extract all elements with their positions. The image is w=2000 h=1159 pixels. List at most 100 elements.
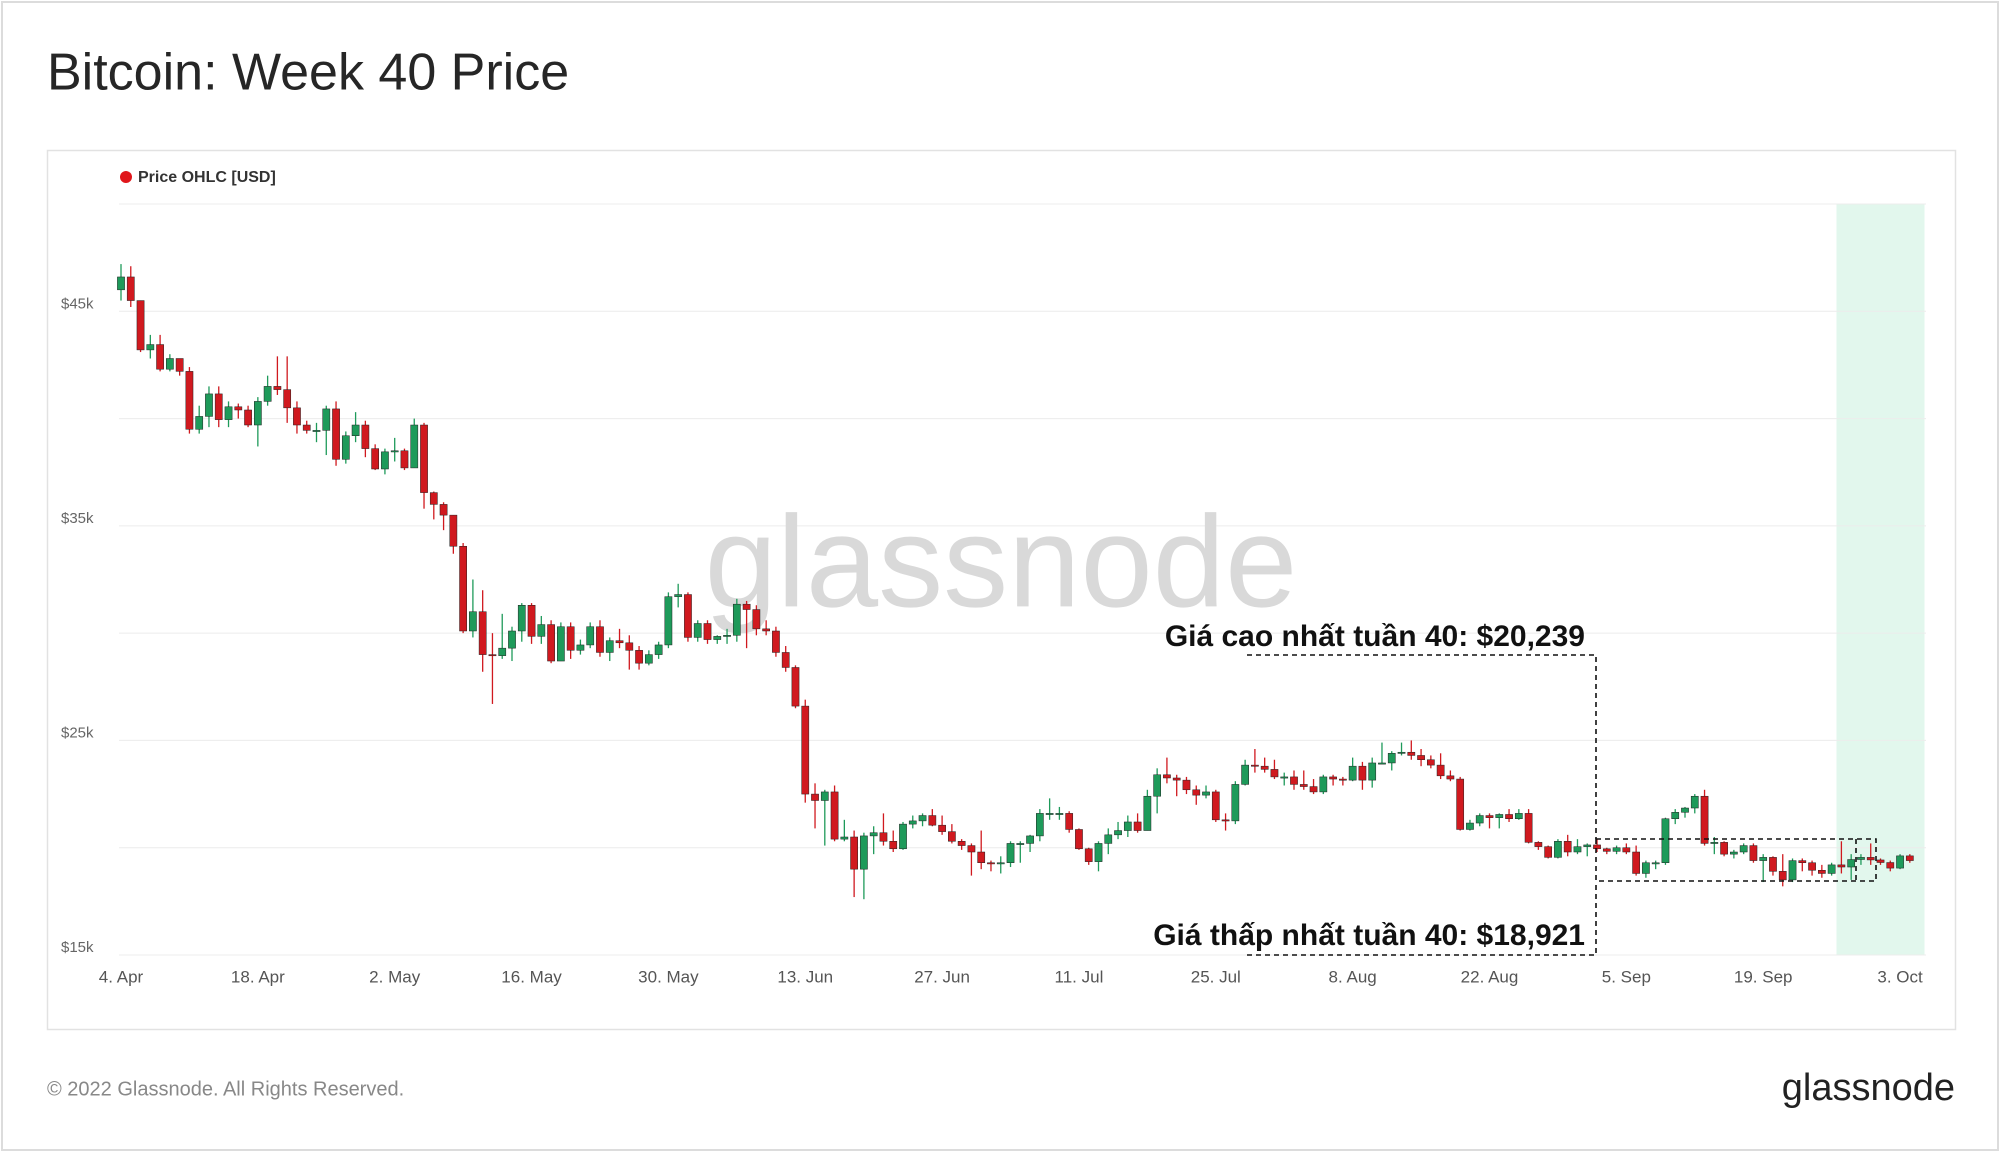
legend-marker: [120, 171, 132, 183]
candle-body: [1143, 795, 1152, 831]
candle-body: [117, 276, 125, 291]
candle-body: [1602, 848, 1611, 852]
x-tick-label: 18. Apr: [231, 967, 285, 986]
x-tick-label: 13. Jun: [777, 967, 833, 986]
candle-body: [1798, 860, 1807, 863]
y-tick-label: $45k: [61, 295, 94, 312]
watermark: glassnode: [705, 488, 1298, 634]
candle-body: [293, 407, 301, 426]
candle-body: [449, 514, 458, 547]
candle-body: [1075, 829, 1083, 850]
candle-body: [1202, 791, 1210, 796]
candle-body: [1446, 775, 1455, 780]
candle-body: [351, 424, 360, 436]
x-tick-label: 4. Apr: [99, 967, 144, 986]
candle-body: [263, 386, 272, 402]
candle-body: [146, 344, 155, 351]
candle-body: [469, 611, 477, 632]
candle-body: [938, 824, 946, 832]
candle-body: [1251, 764, 1259, 767]
candle-body: [732, 603, 741, 636]
high-guide: [1247, 654, 1597, 839]
candle-body: [283, 389, 292, 409]
low-guide: [1247, 881, 1597, 956]
candle-body: [1153, 774, 1162, 797]
candle-body: [1417, 755, 1425, 760]
candle-body: [850, 836, 858, 870]
candle-body: [1299, 784, 1308, 787]
candle-body: [1045, 813, 1054, 815]
candle-body: [527, 604, 536, 637]
candle-body: [1857, 857, 1865, 860]
candle-body: [498, 647, 507, 656]
candle-body: [1808, 862, 1816, 871]
candle-body: [1593, 844, 1601, 850]
y-tick-label: $35k: [61, 510, 94, 527]
candle-body: [625, 642, 634, 651]
candle-body: [1378, 762, 1386, 765]
candle-body: [1192, 789, 1201, 796]
candle-body: [1730, 851, 1738, 855]
candle-body: [185, 371, 194, 430]
candle-body: [371, 448, 379, 470]
candle-body: [820, 791, 829, 801]
candle-body: [830, 791, 839, 840]
candle-body: [654, 644, 663, 655]
candle-body: [977, 851, 986, 863]
candle-body: [244, 409, 252, 426]
candle-body: [1475, 815, 1484, 824]
candle-body: [1211, 791, 1220, 821]
candle-body: [869, 832, 878, 837]
candle-body: [1270, 769, 1279, 778]
candle-body: [713, 636, 722, 640]
candle-body: [693, 623, 702, 638]
candle-body: [752, 609, 761, 630]
candle-body: [996, 862, 1005, 865]
candle-body: [1651, 862, 1660, 865]
candle-body: [1720, 842, 1728, 855]
annotation: Giá thấp nhất tuần 40: $18,921: [1153, 919, 1585, 952]
candle-body: [322, 408, 331, 431]
candle-body: [1769, 857, 1777, 872]
candle-body: [772, 630, 780, 653]
candle-body: [175, 358, 184, 372]
candle-body: [908, 820, 917, 825]
candle-body: [1710, 842, 1719, 844]
candle-body: [742, 603, 751, 610]
candle-body: [557, 626, 565, 662]
y-tick-label: $15k: [61, 939, 94, 956]
candle-body: [605, 640, 614, 653]
candle-body: [1642, 862, 1650, 874]
candle-body: [136, 300, 145, 351]
x-tick-label: 2. May: [369, 967, 421, 986]
candle-body: [1661, 818, 1670, 863]
candle-body: [1544, 846, 1553, 858]
candle-body: [537, 624, 546, 637]
candle-body: [1104, 834, 1113, 844]
candle-body: [302, 424, 311, 431]
x-tick-label: 25. Jul: [1191, 967, 1241, 986]
candle-body: [420, 424, 428, 493]
candle-body: [1172, 777, 1181, 781]
candle-body: [615, 640, 624, 644]
candle-body: [478, 611, 487, 655]
candle-body: [1847, 859, 1856, 868]
candle-body: [156, 344, 164, 370]
candle-body: [1886, 862, 1895, 869]
candle-body: [547, 624, 555, 662]
brand-logo: glassnode: [1782, 1067, 1955, 1109]
candle-body: [1280, 776, 1289, 779]
chart-frame: [46, 149, 1957, 1031]
x-tick-label: 22. Aug: [1461, 967, 1519, 986]
x-tick-label: 11. Jul: [1055, 967, 1104, 986]
candle-body: [166, 358, 174, 370]
candle-body: [381, 451, 389, 470]
candle-body: [410, 424, 419, 469]
candle-body: [791, 667, 800, 707]
candle-body: [1055, 813, 1064, 815]
candle-body: [918, 815, 927, 822]
candle-body: [341, 435, 350, 460]
candle-body: [957, 841, 966, 846]
